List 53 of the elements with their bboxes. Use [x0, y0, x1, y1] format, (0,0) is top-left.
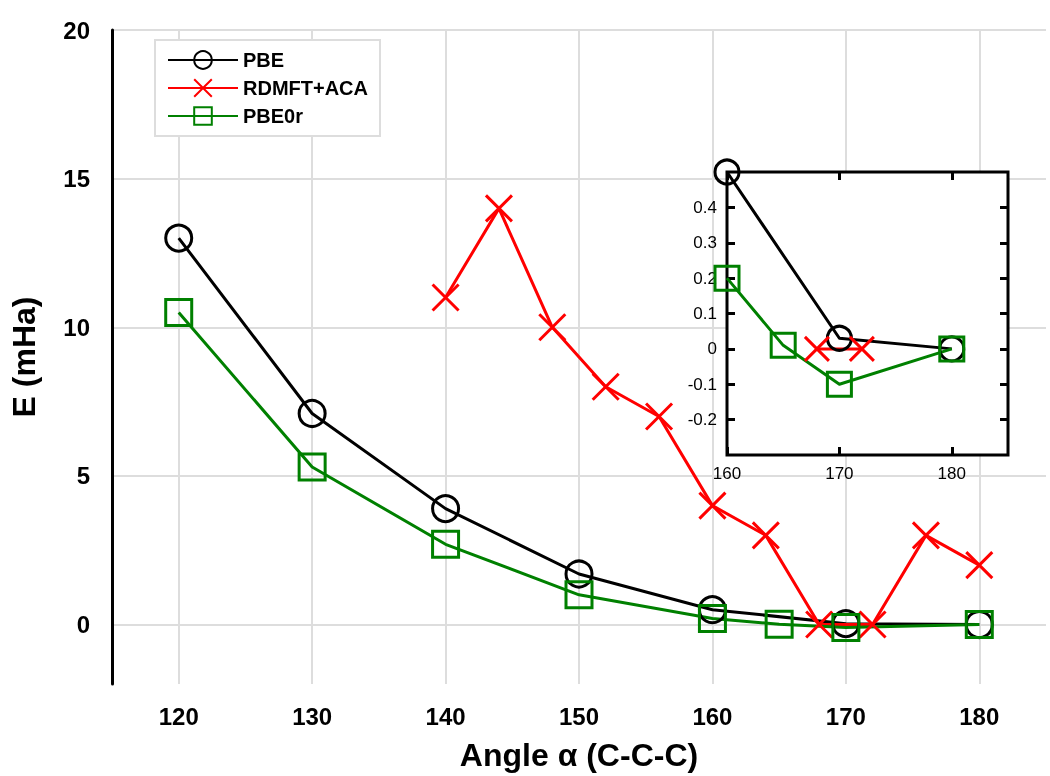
x-tick-label: 170 — [825, 464, 854, 483]
point — [564, 559, 594, 589]
y-tick-label: -0.2 — [687, 410, 717, 430]
y-tick-label: 10 — [63, 313, 90, 341]
x-tick-label: 170 — [825, 702, 866, 730]
point — [537, 312, 567, 342]
y-tick-label: -0.1 — [687, 374, 717, 394]
y-tick-label: 0.1 — [693, 304, 717, 323]
y-tick-label: 0 — [707, 339, 717, 359]
point — [297, 452, 327, 482]
x-tick-label: 160 — [712, 464, 742, 483]
point — [591, 372, 621, 402]
point — [713, 158, 741, 186]
point — [164, 223, 194, 253]
x-tick-label: 180 — [959, 702, 1000, 730]
point — [964, 550, 994, 580]
x-tick-label: 130 — [292, 702, 333, 730]
point — [803, 335, 831, 363]
point — [804, 610, 834, 640]
x-axis-title: Angle α (C-C-C) — [459, 737, 699, 773]
y-tick-label: 0 — [76, 611, 90, 639]
point — [431, 283, 461, 313]
y-tick-label: 5 — [76, 462, 90, 490]
point — [484, 193, 514, 223]
legend-label: PBE — [243, 49, 285, 71]
x-tick-label: 160 — [692, 702, 733, 730]
point — [764, 609, 794, 639]
x-tick-label: 180 — [937, 464, 966, 483]
point — [431, 529, 461, 559]
x-tick-label: 120 — [158, 702, 199, 730]
legend-label: RDMFT+ACA — [243, 77, 368, 99]
point — [769, 331, 797, 359]
point — [713, 264, 741, 292]
y-tick-label: 0.4 — [693, 197, 717, 217]
point — [858, 610, 888, 640]
y-tick-label: 20 — [63, 16, 90, 44]
point — [848, 335, 876, 363]
legend-label: PBE0r — [243, 105, 304, 127]
point — [697, 491, 727, 521]
point — [297, 398, 327, 428]
point — [697, 604, 727, 634]
point — [644, 401, 674, 431]
point — [825, 370, 853, 398]
x-tick-label: 140 — [425, 702, 466, 730]
point — [911, 520, 941, 550]
y-tick-label: 0.3 — [693, 233, 717, 253]
y-tick-label: 15 — [63, 165, 90, 193]
x-tick-label: 150 — [558, 702, 600, 730]
point — [164, 297, 194, 327]
point — [751, 520, 781, 550]
point — [431, 494, 461, 524]
y-axis-title: E (mHa) — [6, 296, 42, 418]
point — [564, 580, 594, 610]
